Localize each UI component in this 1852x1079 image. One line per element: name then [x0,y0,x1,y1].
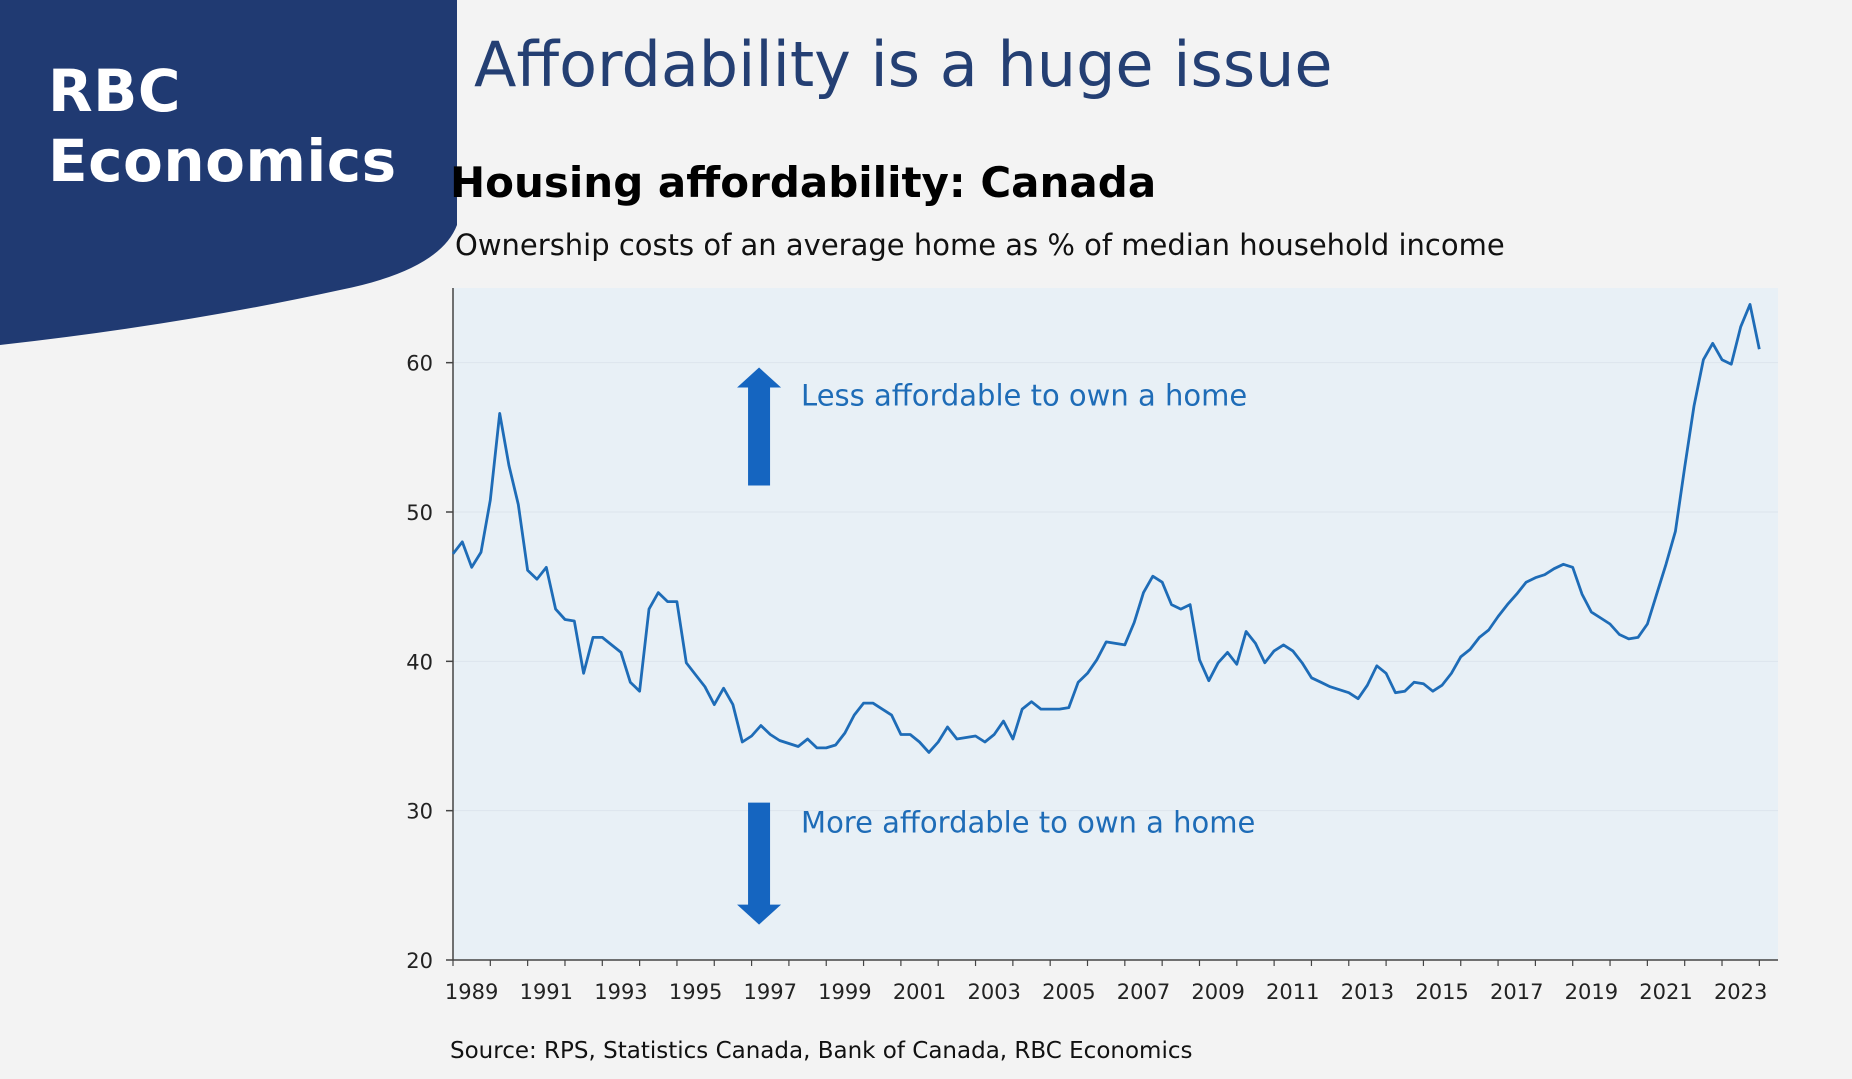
logo-background [0,0,457,345]
chart-subtitle: Ownership costs of an average home as % … [455,228,1505,262]
x-tick-label-1997: 1997 [744,980,797,1004]
source-note: Source: RPS, Statistics Canada, Bank of … [450,1038,1193,1064]
x-tick-label-2011: 2011 [1266,980,1319,1004]
x-tick-label-1993: 1993 [594,980,647,1004]
annotation-label-up: Less affordable to own a home [801,379,1247,413]
x-tick-label-2017: 2017 [1490,980,1543,1004]
logo-text-rbc: RBC [48,57,181,125]
x-tick-label-1995: 1995 [669,980,722,1004]
x-tick-label-1999: 1999 [818,980,871,1004]
x-tick-label-1991: 1991 [520,980,573,1004]
x-tick-label-2001: 2001 [893,980,946,1004]
y-tick-label-30: 30 [406,800,433,824]
x-tick-label-1989: 1989 [445,980,498,1004]
x-tick-label-2015: 2015 [1415,980,1468,1004]
x-tick-label-2005: 2005 [1042,980,1095,1004]
y-tick-label-60: 60 [406,352,433,376]
plot-area [453,288,1778,960]
chart-title: Housing affordability: Canada [450,158,1157,207]
x-tick-label-2007: 2007 [1117,980,1170,1004]
annotation-arrow-up-icon [737,367,782,486]
logo-text-economics: Economics [48,127,397,195]
y-tick-label-40: 40 [406,650,433,674]
slide-title: Affordability is a huge issue [474,28,1333,101]
y-tick-label-20: 20 [406,949,433,973]
x-tick-label-2019: 2019 [1565,980,1618,1004]
x-tick-label-2013: 2013 [1341,980,1394,1004]
annotation-label-down: More affordable to own a home [801,806,1255,840]
y-tick-label-50: 50 [406,501,433,525]
x-tick-label-2009: 2009 [1191,980,1244,1004]
x-tick-label-2003: 2003 [967,980,1020,1004]
series-line-0 [451,302,1761,754]
x-tick-label-2023: 2023 [1714,980,1767,1004]
x-tick-label-2021: 2021 [1639,980,1692,1004]
annotation-arrow-down-icon [737,802,782,925]
